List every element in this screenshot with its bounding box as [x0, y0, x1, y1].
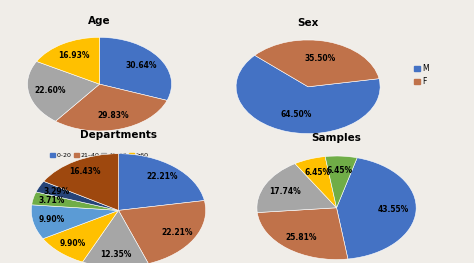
Wedge shape	[36, 37, 100, 84]
Text: 30.64%: 30.64%	[125, 61, 157, 70]
Wedge shape	[257, 208, 348, 260]
Wedge shape	[32, 192, 118, 210]
Wedge shape	[337, 158, 416, 259]
Wedge shape	[100, 37, 172, 100]
Text: 12.35%: 12.35%	[100, 250, 132, 259]
Legend: 0–20, 21–40, 41–60, ≥60: 0–20, 21–40, 41–60, ≥60	[48, 150, 151, 161]
Wedge shape	[118, 200, 206, 263]
Wedge shape	[36, 181, 118, 210]
Legend: M, F: M, F	[411, 61, 432, 89]
Text: 9.90%: 9.90%	[39, 215, 65, 224]
Text: 35.50%: 35.50%	[305, 54, 336, 63]
Title: Samples: Samples	[311, 133, 362, 143]
Wedge shape	[236, 55, 380, 134]
Wedge shape	[257, 164, 337, 213]
Text: 22.60%: 22.60%	[35, 86, 66, 95]
Wedge shape	[27, 62, 100, 121]
Text: 29.83%: 29.83%	[98, 111, 129, 120]
Wedge shape	[55, 84, 167, 131]
Wedge shape	[43, 210, 118, 262]
Wedge shape	[325, 156, 357, 208]
Wedge shape	[44, 154, 118, 210]
Text: 25.81%: 25.81%	[285, 232, 317, 241]
Wedge shape	[118, 154, 204, 210]
Text: 22.21%: 22.21%	[146, 172, 178, 181]
Wedge shape	[82, 210, 148, 263]
Text: 64.50%: 64.50%	[280, 110, 311, 119]
Text: 9.90%: 9.90%	[60, 239, 86, 248]
Title: Age: Age	[88, 16, 111, 26]
Text: 17.74%: 17.74%	[269, 186, 301, 196]
Text: 3.71%: 3.71%	[39, 196, 65, 205]
Text: 22.21%: 22.21%	[162, 228, 193, 237]
Text: 16.43%: 16.43%	[69, 168, 100, 176]
Wedge shape	[255, 40, 379, 87]
Wedge shape	[295, 156, 337, 208]
Text: 6.45%: 6.45%	[327, 166, 353, 175]
Text: 43.55%: 43.55%	[378, 205, 410, 214]
Wedge shape	[31, 205, 118, 239]
Text: 6.45%: 6.45%	[304, 168, 330, 177]
Text: 16.93%: 16.93%	[58, 51, 90, 60]
Title: Sex: Sex	[297, 18, 319, 28]
Text: 3.29%: 3.29%	[44, 187, 70, 196]
Title: Departments: Departments	[80, 130, 157, 140]
